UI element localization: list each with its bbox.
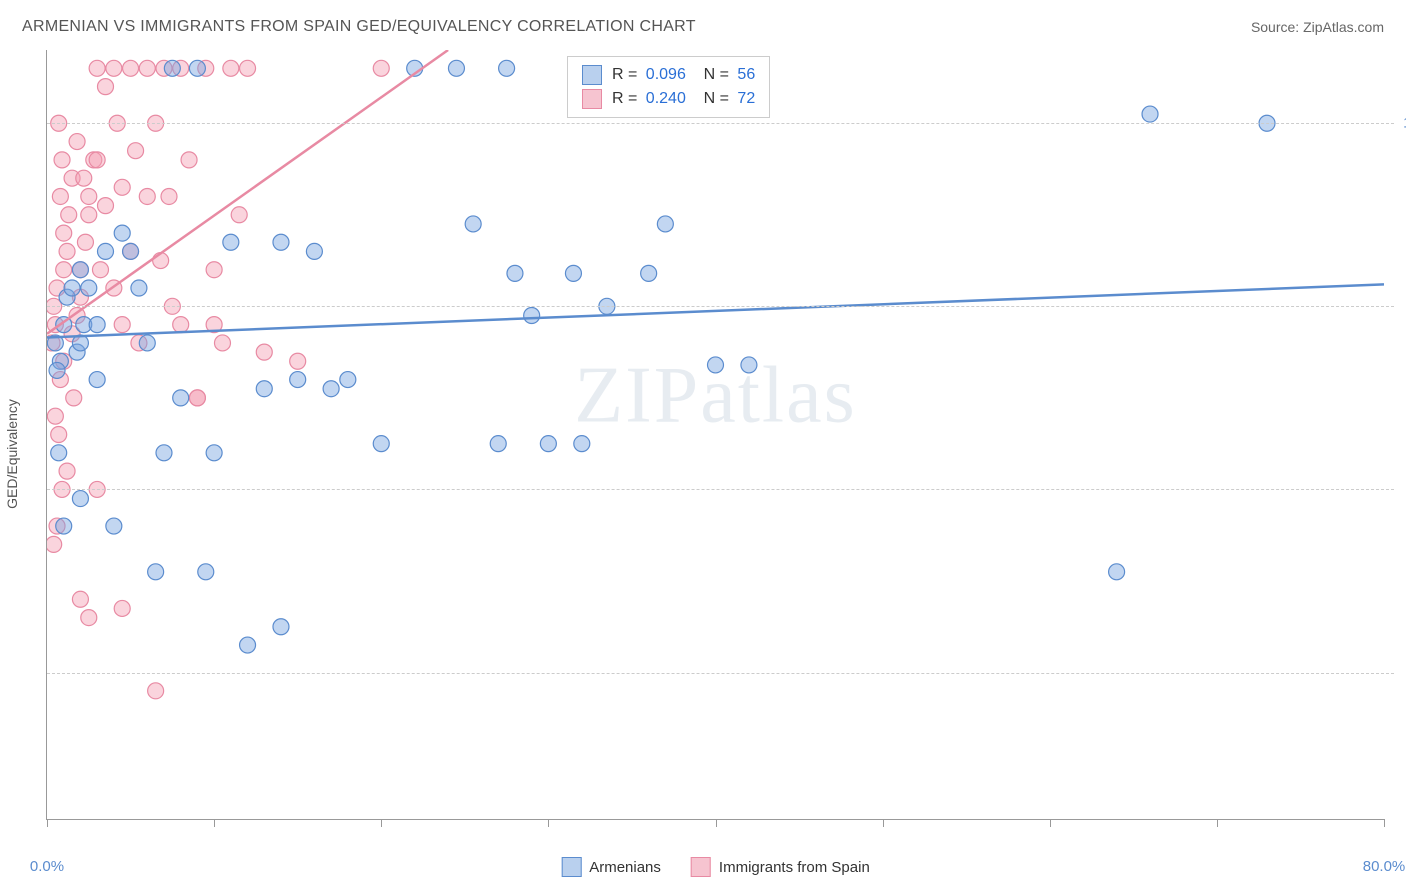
legend-swatch-1 xyxy=(582,89,602,109)
x-tick xyxy=(548,819,549,827)
x-tick xyxy=(381,819,382,827)
legend-bottom-label-1: Immigrants from Spain xyxy=(719,859,870,876)
chart-svg xyxy=(47,50,1384,819)
title-bar: ARMENIAN VS IMMIGRANTS FROM SPAIN GED/EQ… xyxy=(22,18,1384,36)
gridline xyxy=(47,123,1394,124)
x-tick xyxy=(214,819,215,827)
x-tick-label: 0.0% xyxy=(30,858,64,875)
gridline xyxy=(47,489,1394,490)
y-axis-label: GED/Equivalency xyxy=(4,399,20,509)
legend-bottom-swatch-0 xyxy=(561,857,581,877)
gridline xyxy=(47,306,1394,307)
gridline xyxy=(47,673,1394,674)
x-tick-label: 80.0% xyxy=(1363,858,1406,875)
x-tick xyxy=(1217,819,1218,827)
r-value-0: 0.096 xyxy=(646,66,686,83)
legend-stats-row-0: R = 0.096 N = 56 xyxy=(582,63,755,87)
chart-title: ARMENIAN VS IMMIGRANTS FROM SPAIN GED/EQ… xyxy=(22,18,696,36)
legend-bottom-label-0: Armenians xyxy=(589,859,661,876)
x-tick xyxy=(1384,819,1385,827)
chart-container: ARMENIAN VS IMMIGRANTS FROM SPAIN GED/EQ… xyxy=(0,0,1406,892)
x-tick xyxy=(1050,819,1051,827)
x-tick xyxy=(47,819,48,827)
legend-stats-text-0: R = 0.096 N = 56 xyxy=(612,63,755,87)
legend-item-0: Armenians xyxy=(561,857,661,877)
r-value-1: 0.240 xyxy=(646,90,686,107)
plot-area: ZIPatlas R = 0.096 N = 56 R = 0.240 N = … xyxy=(46,50,1384,820)
legend-stats: R = 0.096 N = 56 R = 0.240 N = 72 xyxy=(567,56,770,118)
legend-bottom-swatch-1 xyxy=(691,857,711,877)
source-label: Source: ZipAtlas.com xyxy=(1251,19,1384,35)
watermark-text: ZIPatlas xyxy=(574,351,857,442)
x-tick xyxy=(716,819,717,827)
n-value-1: 72 xyxy=(737,90,755,107)
legend-bottom: Armenians Immigrants from Spain xyxy=(561,857,870,877)
legend-item-1: Immigrants from Spain xyxy=(691,857,870,877)
legend-stats-row-1: R = 0.240 N = 72 xyxy=(582,87,755,111)
legend-swatch-0 xyxy=(582,65,602,85)
n-value-0: 56 xyxy=(737,66,755,83)
legend-stats-text-1: R = 0.240 N = 72 xyxy=(612,87,755,111)
x-tick xyxy=(883,819,884,827)
